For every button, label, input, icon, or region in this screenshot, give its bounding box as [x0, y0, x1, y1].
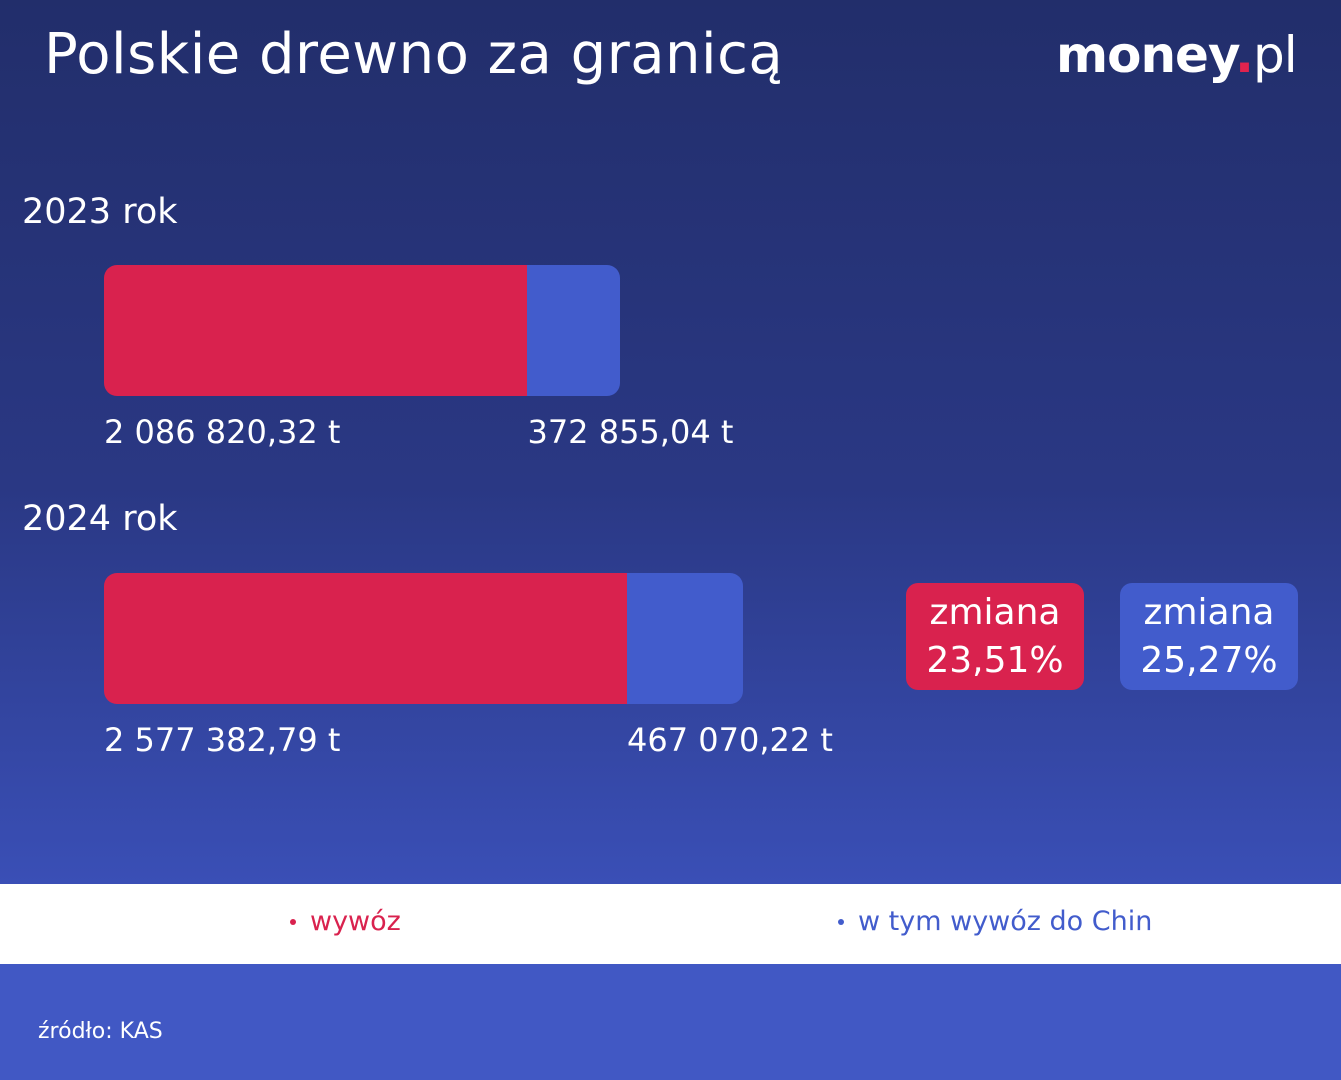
- value-label-chiny-2023: 372 855,04 t: [527, 413, 734, 451]
- change-badge-chiny-label: zmiana: [1143, 591, 1275, 633]
- legend-band: [0, 884, 1341, 964]
- legend-item-wywoz: wywóz: [290, 906, 401, 937]
- year-label-2024: 2024 rok: [22, 499, 178, 539]
- legend-dot-wywoz-icon: [290, 918, 296, 925]
- bar-2024: [104, 573, 743, 704]
- change-badge-chiny-value: 25,27%: [1140, 639, 1278, 681]
- bar-segment-chiny-2023: [527, 265, 621, 396]
- source-note: źródło: KAS: [38, 1019, 163, 1044]
- change-badge-wywoz-label: zmiana: [929, 591, 1061, 633]
- logo-suffix: pl: [1252, 26, 1298, 84]
- legend-dot-chiny-icon: [838, 918, 844, 925]
- bar-segment-wywoz-2024: [104, 573, 627, 704]
- logo-dot: .: [1234, 26, 1254, 84]
- footer-band: [0, 964, 1341, 1080]
- legend-item-chiny: w tym wywóz do Chin: [838, 906, 1152, 937]
- logo-main: money: [1056, 26, 1236, 84]
- value-label-wywoz-2024: 2 577 382,79 t: [104, 721, 341, 759]
- change-badge-chiny: zmiana 25,27%: [1120, 583, 1298, 690]
- value-label-wywoz-2023: 2 086 820,32 t: [104, 413, 341, 451]
- bar-2023: [104, 265, 621, 396]
- bar-segment-wywoz-2023: [104, 265, 528, 396]
- bar-segment-chiny-2024: [627, 573, 743, 704]
- year-label-2023: 2023 rok: [22, 192, 178, 232]
- chart-background: [0, 0, 1341, 884]
- value-label-chiny-2024: 467 070,22 t: [627, 721, 833, 759]
- legend-label-wywoz: wywóz: [310, 906, 401, 937]
- money-pl-logo: money.pl: [1056, 26, 1298, 84]
- change-badge-wywoz: zmiana 23,51%: [906, 583, 1084, 690]
- chart-title: Polskie drewno za granicą: [44, 22, 784, 87]
- legend-label-chiny: w tym wywóz do Chin: [858, 906, 1153, 937]
- change-badge-wywoz-value: 23,51%: [926, 639, 1064, 681]
